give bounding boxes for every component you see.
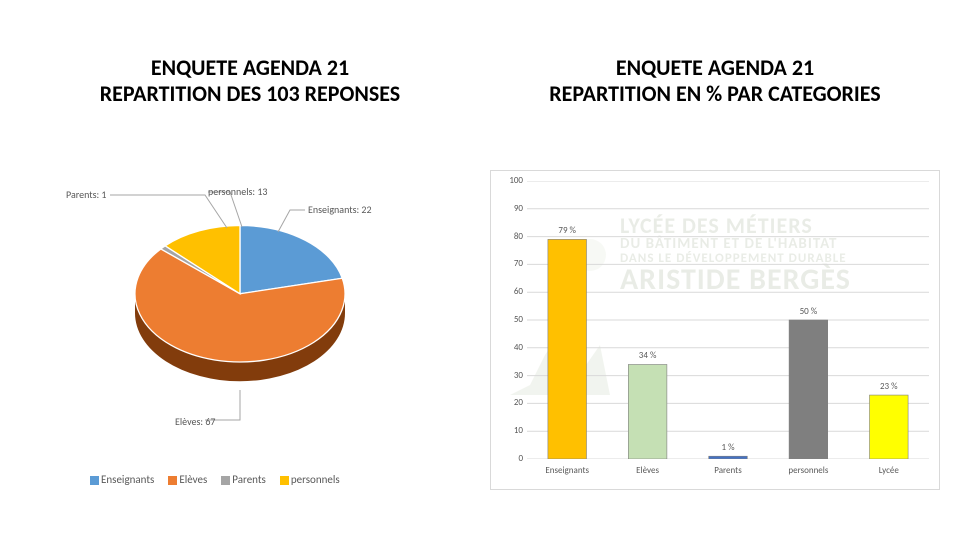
y-tick-label: 50 — [497, 314, 523, 325]
x-tick-label: Lycée — [879, 465, 899, 476]
x-tick-label: Elèves — [636, 465, 659, 476]
y-tick-label: 40 — [497, 342, 523, 353]
x-tick-label: Enseignants — [545, 465, 589, 476]
legend-swatch — [221, 476, 230, 485]
bar-chart: 0 10 20 30 40 50 60 70 80 90 100 79 % Enseignants 34 … — [490, 170, 940, 490]
pie-label-parents: Parents: 1 — [66, 188, 107, 201]
y-tick-label: 0 — [497, 453, 523, 464]
bar-value-label: 79 % — [558, 225, 576, 236]
y-tick-label: 60 — [497, 286, 523, 297]
pie-label-enseignants: Enseignants: 22 — [308, 203, 372, 216]
right-title: ENQUETE AGENDA 21 REPARTITION EN % PAR C… — [490, 55, 940, 108]
right-title-wrap: ENQUETE AGENDA 21 REPARTITION EN % PAR C… — [490, 55, 940, 108]
slide: ENQUETE AGENDA 21 REPARTITION DES 103 RE… — [0, 0, 960, 540]
bar-value-label: 34 % — [639, 350, 657, 361]
legend-item: personnels — [280, 473, 340, 486]
y-tick-label: 30 — [497, 370, 523, 381]
bar-svg — [527, 181, 929, 459]
bar-lycée — [870, 395, 909, 459]
bar-value-label: 1 % — [721, 442, 734, 453]
legend-swatch — [90, 476, 99, 485]
pie-label-eleves: Elèves: 67 — [175, 415, 215, 428]
legend-item: Parents — [221, 473, 266, 486]
legend-item: Enseignants — [90, 473, 154, 486]
pie-legend: Enseignants Elèves Parents personnels — [90, 473, 340, 486]
pie-svg — [110, 215, 370, 390]
legend-swatch — [168, 476, 177, 485]
bar-value-label: 50 % — [800, 306, 818, 317]
x-tick-label: Parents — [714, 465, 741, 476]
y-tick-label: 80 — [497, 231, 523, 242]
bar-enseignants — [548, 239, 587, 459]
bar-value-label: 23 % — [880, 381, 898, 392]
bar-elèves — [628, 364, 667, 459]
left-title: ENQUETE AGENDA 21 REPARTITION DES 103 RE… — [40, 55, 460, 108]
pie-label-personnels: personnels: 13 — [208, 185, 268, 198]
bar-parents — [709, 456, 748, 459]
legend-item: Elèves — [168, 473, 207, 486]
bar-plot: 010203040506070809010079 %Enseignants34 … — [527, 181, 929, 459]
pie-chart: Enseignants: 22 Elèves: 67 Parents: 1 pe… — [30, 160, 450, 490]
bar-personnels — [789, 320, 828, 459]
y-tick-label: 10 — [497, 425, 523, 436]
legend-swatch — [280, 476, 289, 485]
y-tick-label: 90 — [497, 203, 523, 214]
y-tick-label: 100 — [497, 175, 523, 186]
x-tick-label: personnels — [788, 465, 828, 476]
left-title-wrap: ENQUETE AGENDA 21 REPARTITION DES 103 RE… — [40, 55, 460, 108]
y-tick-label: 20 — [497, 397, 523, 408]
y-tick-label: 70 — [497, 258, 523, 269]
